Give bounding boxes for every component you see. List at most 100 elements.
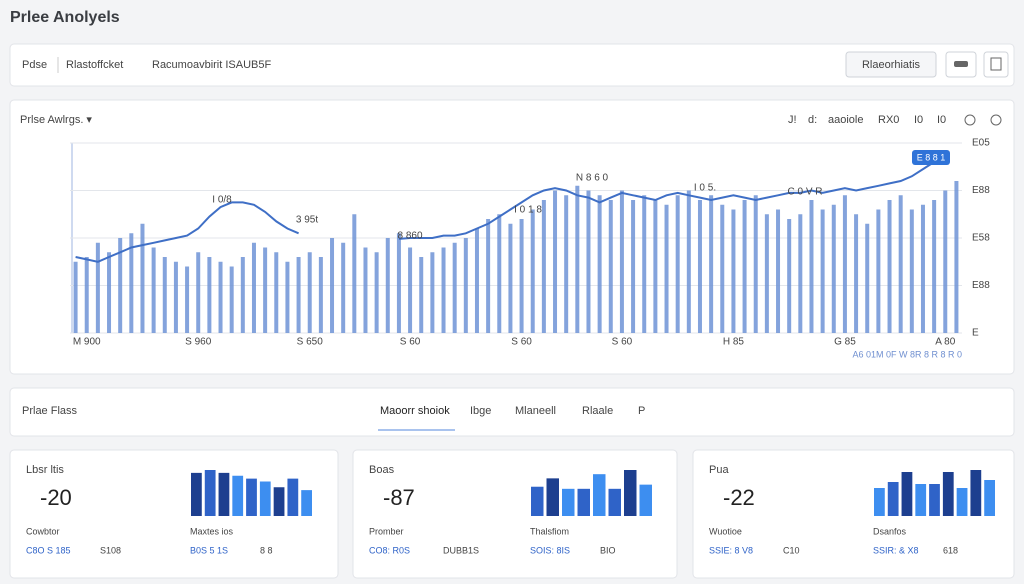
card-label: Maxtes ios	[190, 526, 234, 536]
card-title: Pua	[709, 464, 729, 476]
bar	[943, 190, 948, 333]
bar	[240, 257, 245, 333]
mini-bar	[929, 484, 940, 516]
bar	[619, 190, 624, 333]
mini-bar	[901, 472, 913, 516]
bar	[731, 209, 736, 333]
icon-button[interactable]	[983, 51, 1009, 78]
bar	[608, 200, 613, 333]
bar	[764, 214, 769, 333]
bar	[887, 200, 892, 333]
bar	[631, 200, 636, 333]
bar	[842, 195, 847, 333]
toolbar-item[interactable]: I0	[914, 114, 923, 126]
card-label: Thalsfiom	[530, 526, 569, 536]
card-link[interactable]: CO8: R0S	[369, 545, 410, 555]
card-title: Boas	[369, 464, 395, 476]
bar	[408, 247, 413, 333]
tab[interactable]: Mlaneell	[515, 405, 556, 417]
toolbar-item[interactable]: RX0	[878, 114, 899, 126]
bar	[932, 200, 937, 333]
bar	[820, 209, 825, 333]
button-label[interactable]: Rlaeorhiatis	[862, 59, 921, 71]
toolbar-item[interactable]: d:	[808, 114, 817, 126]
card-link[interactable]: B0S 5 1S	[190, 545, 228, 555]
bar	[898, 195, 903, 333]
mini-bar	[577, 488, 590, 516]
card-link[interactable]: SSIE: 8 V8	[709, 545, 753, 555]
bar	[753, 195, 758, 333]
tab[interactable]: Ibge	[470, 405, 491, 417]
tab[interactable]: Rlaale	[582, 405, 613, 417]
card-link[interactable]: 618	[943, 545, 958, 555]
card-label: Promber	[369, 526, 404, 536]
bar	[541, 200, 546, 333]
breadcrumb[interactable]: Racumoavbirit ISAUB5F	[152, 59, 271, 71]
bar	[909, 209, 914, 333]
card-link[interactable]: DUBB1S	[443, 545, 479, 555]
annotation: I 0 5.	[694, 183, 716, 194]
mini-bar	[624, 470, 637, 516]
bar	[642, 195, 647, 333]
bar	[263, 247, 268, 333]
toolbar-item[interactable]: I0	[937, 114, 946, 126]
bar	[73, 261, 78, 333]
bar	[162, 257, 167, 333]
badge	[912, 150, 950, 165]
bar	[151, 247, 156, 333]
card-link[interactable]: SOIS: 8IS	[530, 545, 570, 555]
y-tick-label: E	[972, 328, 979, 339]
bar	[653, 200, 658, 333]
mini-bar	[874, 488, 885, 516]
annotation: 3 95t	[296, 215, 318, 226]
tab[interactable]: Maoorr shoiok	[380, 405, 450, 417]
bar	[564, 195, 569, 333]
mini-bar	[246, 478, 257, 516]
card-link[interactable]: 8 8	[260, 545, 273, 555]
icon[interactable]	[990, 114, 1002, 126]
bar	[196, 252, 201, 333]
card-link[interactable]: BIO	[600, 545, 616, 555]
mini-bar	[956, 488, 968, 516]
y-tick-label: E05	[972, 138, 990, 149]
bar	[441, 247, 446, 333]
breadcrumb[interactable]: Pdse	[22, 59, 47, 71]
bar	[954, 181, 959, 333]
tab[interactable]: P	[638, 405, 645, 417]
card-link[interactable]: C8O S 185	[26, 545, 71, 555]
card-label: Wuotioe	[709, 526, 742, 536]
bar	[664, 204, 669, 333]
x-tick-label: S 960	[185, 337, 212, 348]
bar	[430, 252, 435, 333]
toolbar-item[interactable]: J!	[788, 114, 797, 126]
bar	[809, 200, 814, 333]
button[interactable]	[845, 51, 937, 78]
annotation: 8 860	[397, 231, 422, 242]
bar	[742, 200, 747, 333]
chart-title[interactable]: Prlse Awlrgs. ▾	[20, 114, 92, 126]
bar	[251, 242, 256, 333]
badge-label: E 8 8 1	[917, 152, 946, 162]
x-tick-label: S 60	[400, 337, 421, 348]
x-tick-label: A 80	[935, 337, 955, 348]
x-tick-label: M 900	[73, 337, 101, 348]
bar	[95, 242, 100, 333]
icon[interactable]	[964, 114, 976, 126]
bar	[374, 252, 379, 333]
bar	[207, 257, 212, 333]
annotation: I 0/8	[212, 195, 232, 206]
bar	[530, 209, 535, 333]
annotation: N 8 6 0	[576, 173, 609, 184]
bar	[107, 252, 112, 333]
card-value: -87	[383, 485, 415, 510]
bar	[452, 242, 457, 333]
card-link[interactable]: C10	[783, 545, 800, 555]
card-link[interactable]: SSIR: & X8	[873, 545, 919, 555]
toolbar-item[interactable]: aaoiole	[828, 114, 863, 126]
bar	[575, 185, 580, 333]
breadcrumb[interactable]: Rlastoffcket	[66, 59, 123, 71]
bar	[597, 195, 602, 333]
icon	[954, 61, 968, 67]
mini-bar	[273, 487, 285, 516]
card-link[interactable]: S108	[100, 545, 121, 555]
